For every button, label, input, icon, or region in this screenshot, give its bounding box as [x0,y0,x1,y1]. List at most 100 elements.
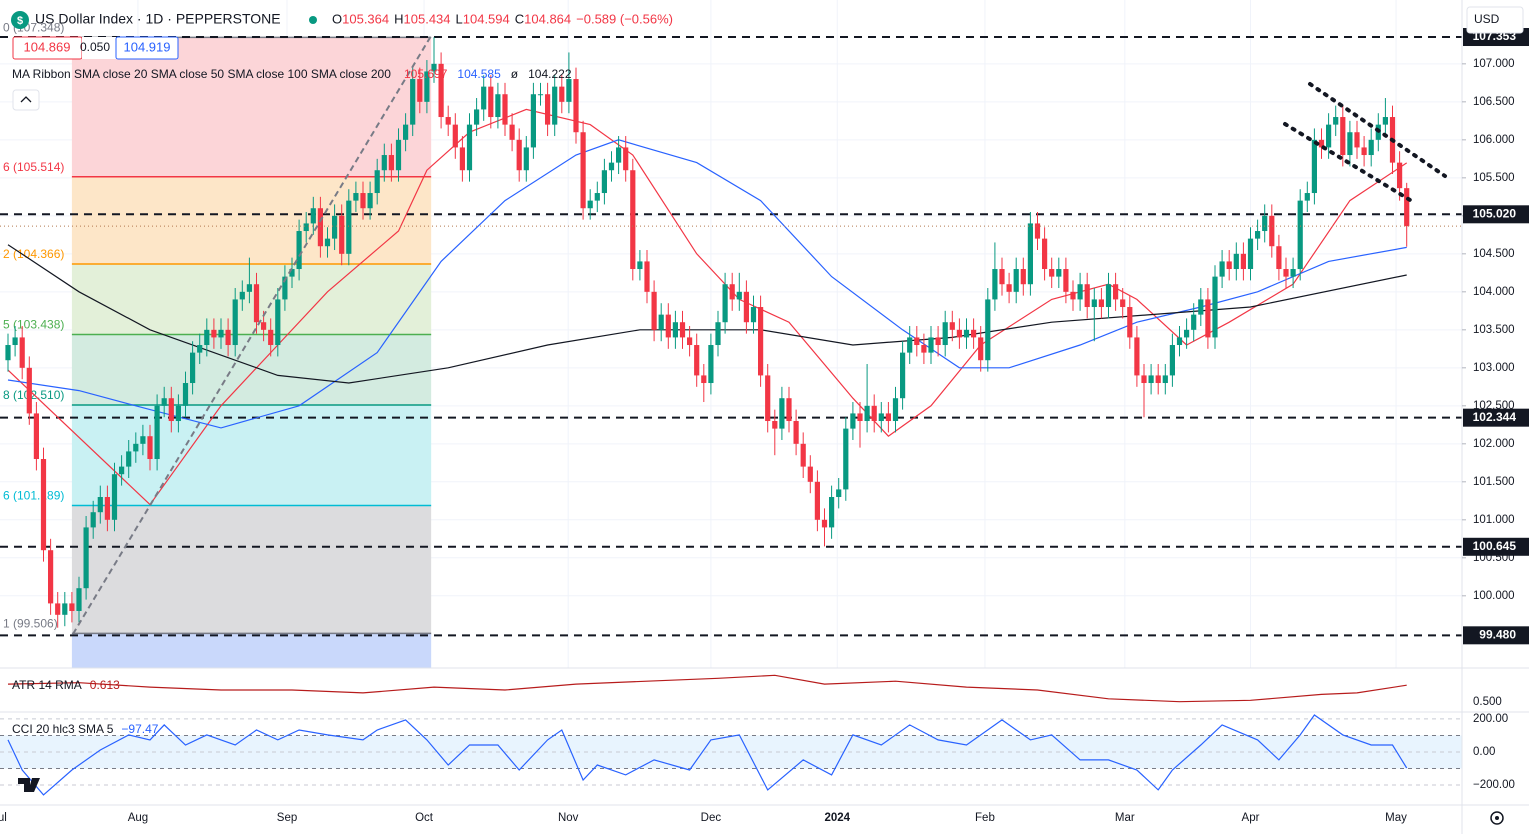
candle-body [197,345,203,353]
candle-body [317,208,323,247]
x-tick-label: Feb [975,812,995,824]
candle-body [253,284,260,323]
fibonacci: 0 (107.348)6 (105.514)2 (104.366)5 (103.… [3,21,432,668]
y-tick-label: 105.500 [1473,172,1515,184]
candle-body [395,139,402,171]
candle-body [417,79,423,102]
quote-value: 105.364 [342,11,389,26]
candle-body [694,345,700,376]
candle-body [168,398,174,422]
candle-body [963,329,970,338]
candle-body [1404,188,1410,227]
ma-line [7,108,1408,506]
y-tick-label: 104.500 [1473,248,1515,260]
candle-body [33,413,39,460]
y-tick-label: 101.000 [1473,514,1515,526]
atr-legend: ATR 14 RMA [12,678,82,692]
candle-body [466,124,473,171]
fib-zone [71,176,432,265]
candle-body [403,124,409,140]
candle-body [1020,269,1026,285]
quote-value: 104.594 [463,11,510,26]
ask-box [115,36,179,60]
x-tick-label: Dec [701,812,722,824]
settings-icon[interactable] [1490,811,1504,825]
candle-body [594,193,600,201]
y-tick-label: 103.500 [1473,324,1515,336]
candle-body [985,299,991,361]
candle-body [111,474,118,520]
candle-body [623,147,629,171]
candle-body [1219,261,1225,277]
candle-body [1191,314,1197,330]
candle-body [935,337,941,346]
candle-body [388,155,394,171]
candle-body [750,307,757,323]
candle-body [807,466,813,482]
legend: $ US Dollar Index · 1D · PEPPERSTONE O 10… [11,11,673,111]
level-tag [1463,537,1529,556]
candle-body [324,238,331,247]
candle-body [410,79,416,125]
candle-body [69,603,75,612]
candle-body [530,94,536,148]
candle-body [218,329,224,338]
candle-body [1283,269,1289,277]
candle-body [76,588,82,612]
candle-body [1347,132,1353,156]
candle-body [729,284,735,300]
candle-body [829,497,835,528]
candle-body [1340,117,1346,156]
quote-key: H [394,11,403,26]
candle-body [1297,200,1303,270]
candle-body [339,215,345,254]
candle-body [19,337,25,368]
candle-body [1326,124,1332,148]
candle-body [40,459,47,551]
candle-body [679,322,686,338]
candle-body [488,86,494,118]
candle-body [83,527,89,589]
candle-body [1056,269,1062,277]
spread: 0.050 [80,40,110,54]
candle-body [956,329,962,338]
candle-body [133,443,139,452]
symbol-title: US Dollar Index · 1D · PEPPERSTONE [35,11,281,27]
candle-body [658,314,664,330]
candle-body [275,299,281,346]
x-tick-label: Oct [415,812,434,824]
candle-body [1034,223,1041,239]
candle-body [1276,246,1282,270]
candle-body [1077,284,1083,300]
ma-values: 105.697 104.585 ø 104.222 [404,67,572,81]
candle-body [800,443,806,467]
candle-body [55,603,61,615]
candle-body [743,291,749,323]
candle-body [1162,375,1168,384]
candle-body [26,367,32,414]
indicator-panes [0,674,1462,796]
level-tag-label: 102.344 [1473,410,1517,424]
candle-body [907,337,913,353]
candle-body [1013,269,1019,292]
candle-body [545,94,551,125]
candle-body [1155,375,1161,384]
x-tick-label: Nov [558,812,579,824]
candle-body [1311,139,1317,194]
candle-body [949,322,955,330]
ma-line [7,139,1407,429]
collapse-button[interactable] [12,89,40,111]
bid: 104.869 [24,39,71,54]
y-tick-label: 106.500 [1473,96,1515,108]
candle-body [353,193,359,201]
candle-body [1255,231,1261,239]
currency-button[interactable] [1466,6,1524,34]
candle-body [296,231,302,270]
candle-body [630,170,636,270]
candle-body [1304,193,1310,201]
candle-body [878,413,884,422]
candle-body [161,398,167,406]
x-tick-label: Sep [277,812,297,824]
